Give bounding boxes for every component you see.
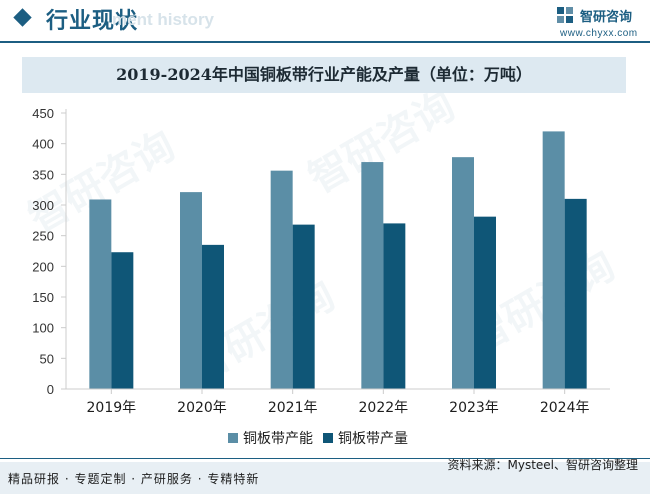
- y-tick-label: 300: [32, 198, 54, 213]
- footer-band: [0, 462, 650, 494]
- footer-divider: [0, 458, 650, 459]
- bar-output-0: [111, 252, 134, 389]
- y-tick-label: 50: [40, 351, 54, 366]
- bars: [89, 131, 587, 389]
- bar-capacity-5: [542, 131, 565, 389]
- y-tick-label: 100: [32, 321, 54, 336]
- x-tick-label: 2023年: [449, 400, 499, 416]
- x-tick-label: 2022年: [359, 400, 409, 416]
- y-tick-label: 350: [32, 167, 54, 182]
- header-divider: [0, 41, 650, 43]
- x-tick-label: 2024年: [540, 400, 590, 416]
- bar-output-5: [564, 198, 587, 389]
- page-header: 行业现状 ment history 智研咨询 www.chyxx.com: [0, 0, 650, 44]
- bar-capacity-3: [361, 162, 384, 389]
- bar-output-4: [474, 216, 496, 389]
- legend-label-output: 铜板带产量: [338, 431, 408, 447]
- bar-output-3: [383, 223, 406, 389]
- y-tick-label: 200: [32, 259, 54, 274]
- legend-label-capacity: 铜板带产能: [243, 431, 313, 447]
- legend-swatch-capacity: [228, 433, 238, 443]
- legend-item-capacity: 铜板带产能: [228, 428, 313, 448]
- chart-title-band: [22, 57, 626, 93]
- x-tick-label: 2021年: [268, 400, 318, 416]
- y-tick-label: 250: [32, 229, 54, 244]
- chart-title: 2019-2024年中国铜板带行业产能及产量（单位：万吨）: [116, 65, 532, 84]
- x-axis: 2019年 2020年 2021年 2022年 2023年 2024年: [66, 388, 610, 416]
- y-tick-label: 450: [32, 106, 54, 121]
- data-source: 资料来源：Mysteel、智研咨询整理: [447, 458, 638, 472]
- y-axis: 0 50 100 150 200 250 300 350 400 450: [32, 106, 67, 397]
- section-title: 行业现状: [46, 9, 139, 34]
- bar-capacity-0: [89, 199, 112, 389]
- legend-swatch-output: [323, 433, 333, 443]
- y-tick-label: 0: [47, 382, 54, 397]
- legend-item-output: 铜板带产量: [323, 428, 408, 448]
- bar-capacity-2: [270, 170, 293, 389]
- bar-capacity-1: [180, 192, 202, 389]
- bar-capacity-4: [452, 157, 474, 389]
- bar-output-2: [292, 224, 315, 389]
- brand-logo-icon: [557, 7, 573, 23]
- x-tick-label: 2019年: [87, 400, 137, 416]
- bar-output-1: [202, 244, 224, 389]
- y-tick-label: 150: [32, 290, 54, 305]
- brand-url[interactable]: www.chyxx.com: [560, 28, 638, 39]
- brand-name: 智研咨询: [580, 10, 633, 25]
- section-subtitle-ghost: ment history: [112, 10, 215, 29]
- footer-slogan: 精品研报 · 专题定制 · 产研服务 · 专精特新: [8, 472, 260, 486]
- y-tick-label: 400: [32, 137, 54, 152]
- x-tick-label: 2020年: [177, 400, 227, 416]
- legend: 铜板带产能 铜板带产量: [228, 428, 418, 448]
